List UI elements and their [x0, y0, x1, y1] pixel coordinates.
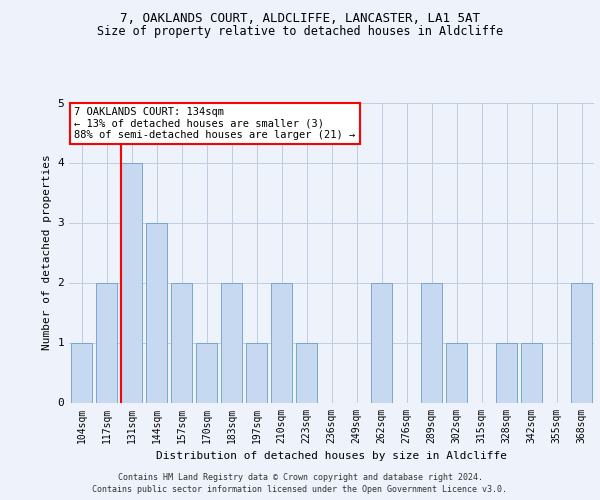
Bar [171, 282, 192, 403]
Text: Size of property relative to detached houses in Aldcliffe: Size of property relative to detached ho… [97, 25, 503, 38]
Bar [446, 342, 467, 402]
X-axis label: Distribution of detached houses by size in Aldcliffe: Distribution of detached houses by size … [156, 451, 507, 461]
Bar [146, 222, 167, 402]
Bar [196, 342, 217, 402]
Text: 7 OAKLANDS COURT: 134sqm
← 13% of detached houses are smaller (3)
88% of semi-de: 7 OAKLANDS COURT: 134sqm ← 13% of detach… [74, 107, 355, 140]
Bar [296, 342, 317, 402]
Bar [121, 162, 142, 402]
Bar [71, 342, 92, 402]
Bar [96, 282, 117, 403]
Bar [221, 282, 242, 403]
Bar [271, 282, 292, 403]
Text: 7, OAKLANDS COURT, ALDCLIFFE, LANCASTER, LA1 5AT: 7, OAKLANDS COURT, ALDCLIFFE, LANCASTER,… [120, 12, 480, 26]
Bar [246, 342, 267, 402]
Bar [571, 282, 592, 403]
Bar [371, 282, 392, 403]
Bar [521, 342, 542, 402]
Text: Contains public sector information licensed under the Open Government Licence v3: Contains public sector information licen… [92, 485, 508, 494]
Text: Contains HM Land Registry data © Crown copyright and database right 2024.: Contains HM Land Registry data © Crown c… [118, 472, 482, 482]
Y-axis label: Number of detached properties: Number of detached properties [42, 154, 52, 350]
Bar [496, 342, 517, 402]
Bar [421, 282, 442, 403]
